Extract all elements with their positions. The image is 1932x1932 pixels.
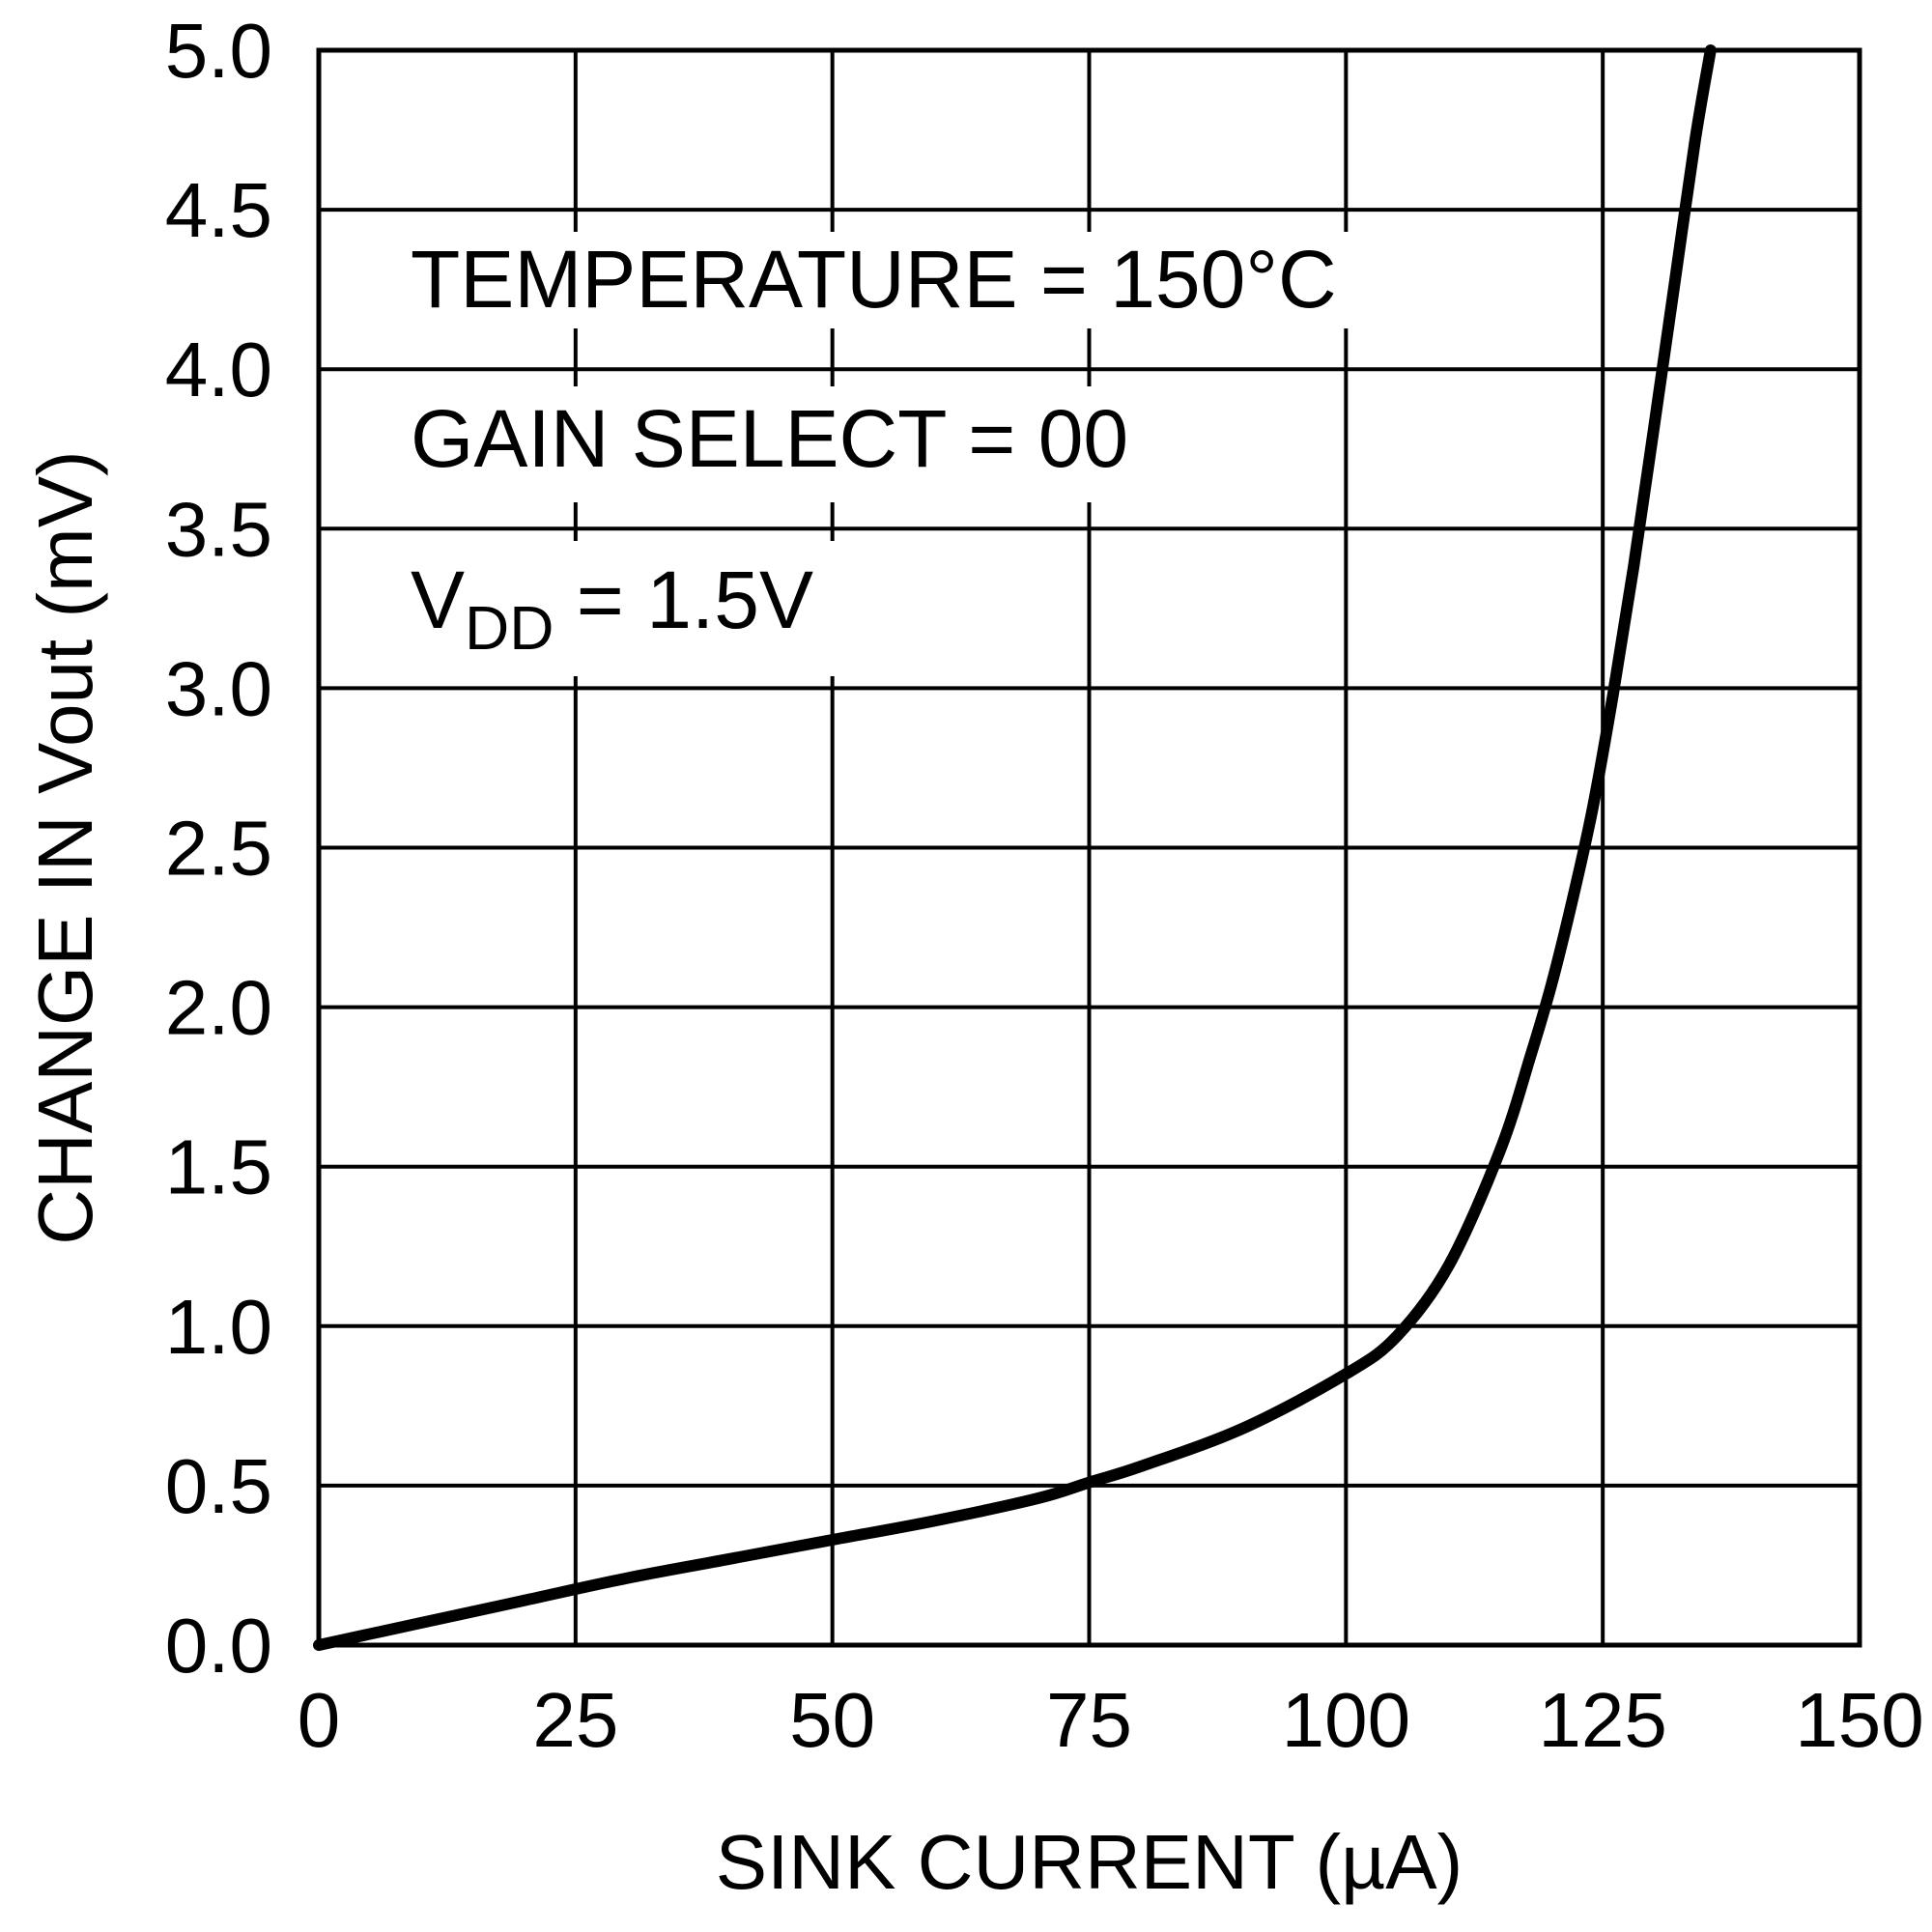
y-axis-title: CHANGE IN Vout (mV) (22, 450, 108, 1244)
y-tick-label: 0.5 (165, 1443, 272, 1529)
x-tick-label: 75 (1046, 1677, 1132, 1763)
series-line (313, 44, 1717, 1651)
annotations: TEMPERATURE = 150°C GAIN SELECT = 00 VDD… (406, 232, 1420, 676)
vdd-value: = 1.5V (554, 554, 813, 645)
plot-frame (316, 47, 1862, 1648)
y-tick-label: 5.0 (165, 8, 272, 94)
annotation-gain-select: GAIN SELECT = 00 (411, 393, 1128, 484)
curve-layer (313, 44, 1717, 1651)
x-tick-label: 125 (1538, 1677, 1666, 1763)
x-tick-label: 150 (1795, 1677, 1923, 1763)
y-tick-label: 3.5 (165, 486, 272, 572)
annotation-temperature: TEMPERATURE = 150°C (411, 234, 1337, 325)
vdd-subscript: DD (465, 593, 554, 663)
x-tick-label: 100 (1282, 1677, 1410, 1763)
vdd-prefix: V (411, 554, 465, 645)
y-tick-label: 4.5 (165, 167, 272, 253)
x-tick-label: 0 (298, 1677, 341, 1763)
annotation-bg (406, 386, 1198, 502)
y-tick-label: 2.5 (165, 806, 272, 892)
annotation-vdd: VDD = 1.5V (411, 554, 813, 663)
y-tick-label: 1.5 (165, 1124, 272, 1210)
annotation-bg (406, 541, 860, 676)
x-tick-label: 25 (532, 1677, 618, 1763)
y-tick-labels: 0.0 0.5 1.0 1.5 2.0 2.5 3.0 3.5 4.0 4.5 5.0 (165, 8, 272, 1689)
x-tick-labels: 0 25 50 75 100 125 150 (298, 1677, 1924, 1763)
y-tick-label: 3.0 (165, 645, 272, 731)
annotation-bg (406, 232, 1420, 328)
y-tick-label: 2.0 (165, 965, 272, 1051)
y-tick-label: 1.0 (165, 1284, 272, 1370)
y-tick-label: 0.0 (165, 1603, 272, 1689)
x-axis-title: SINK CURRENT (µA) (716, 1819, 1463, 1905)
x-tick-label: 50 (789, 1677, 875, 1763)
y-tick-label: 4.0 (165, 327, 272, 412)
